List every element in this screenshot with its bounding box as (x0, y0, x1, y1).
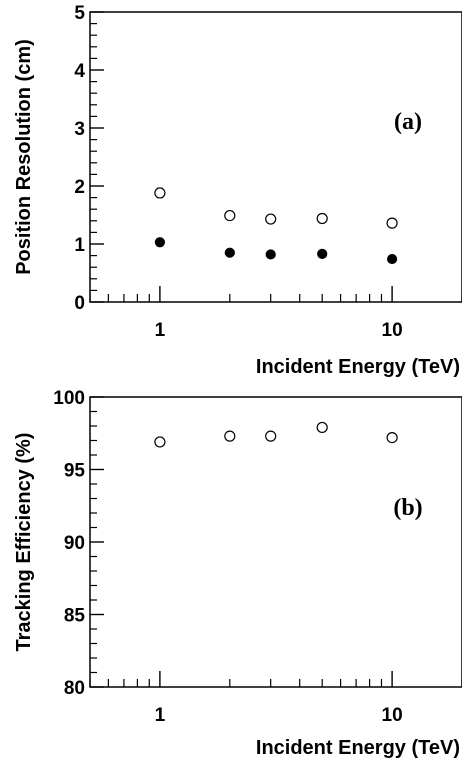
marks-a (154, 187, 398, 265)
x-axis-title-a: Incident Energy (TeV) (256, 356, 460, 378)
marks-b (154, 421, 398, 448)
panel-label-a: (a) (394, 109, 422, 135)
y-tick-label: 2 (74, 177, 85, 198)
y-tick-label: 4 (74, 61, 85, 82)
x-tick-label: 10 (382, 705, 403, 726)
labels-b: 1 10 80 85 90 95 100 (53, 388, 402, 726)
y-tick-label: 100 (53, 388, 85, 409)
y-axis-title-b: Tracking Efficiency (%) (13, 433, 35, 652)
open-data-point (224, 430, 236, 442)
panel-label-b: (b) (393, 495, 422, 521)
open-data-point (224, 209, 236, 222)
filled-data-point (224, 247, 235, 258)
labels-a: 1 10 0 1 2 3 4 5 (74, 3, 402, 341)
x-tick-label: 10 (382, 320, 403, 341)
filled-data-point (387, 253, 398, 265)
plot-frame-b (89, 396, 462, 688)
open-data-point (154, 436, 166, 448)
filled-data-point (265, 249, 276, 260)
y-axis-title-a: Position Resolution (cm) (13, 39, 35, 275)
x-tick-label: 1 (155, 705, 166, 726)
open-data-point (386, 432, 398, 444)
filled-data-point (154, 237, 165, 248)
plot-frame-a (89, 11, 462, 303)
open-data-point (316, 421, 328, 434)
y-tick-label: 1 (74, 235, 85, 256)
y-tick-label: 80 (64, 678, 85, 699)
x-axis-title-b: Incident Energy (TeV) (256, 737, 460, 758)
panel-b: 1 10 80 85 90 95 100 Tracking Efficiency (%) I… (13, 388, 462, 758)
axes-b (89, 396, 462, 688)
x-tick-label: 1 (155, 320, 166, 341)
y-tick-label: 90 (64, 533, 85, 554)
y-tick-label: 3 (74, 119, 85, 140)
y-tick-label: 5 (74, 3, 85, 24)
y-tick-label: 0 (74, 293, 85, 314)
open-data-point (265, 430, 277, 442)
open-data-point (316, 212, 328, 225)
axes-a (89, 11, 462, 303)
filled-data-point (317, 248, 328, 259)
y-tick-label: 85 (64, 606, 86, 627)
panel-a: 1 10 0 1 2 3 4 5 Position Resolution (cm) Incid… (13, 3, 462, 378)
open-data-point (386, 217, 398, 229)
y-tick-label: 95 (64, 461, 86, 482)
open-data-point (154, 187, 166, 199)
open-data-point (265, 213, 277, 225)
